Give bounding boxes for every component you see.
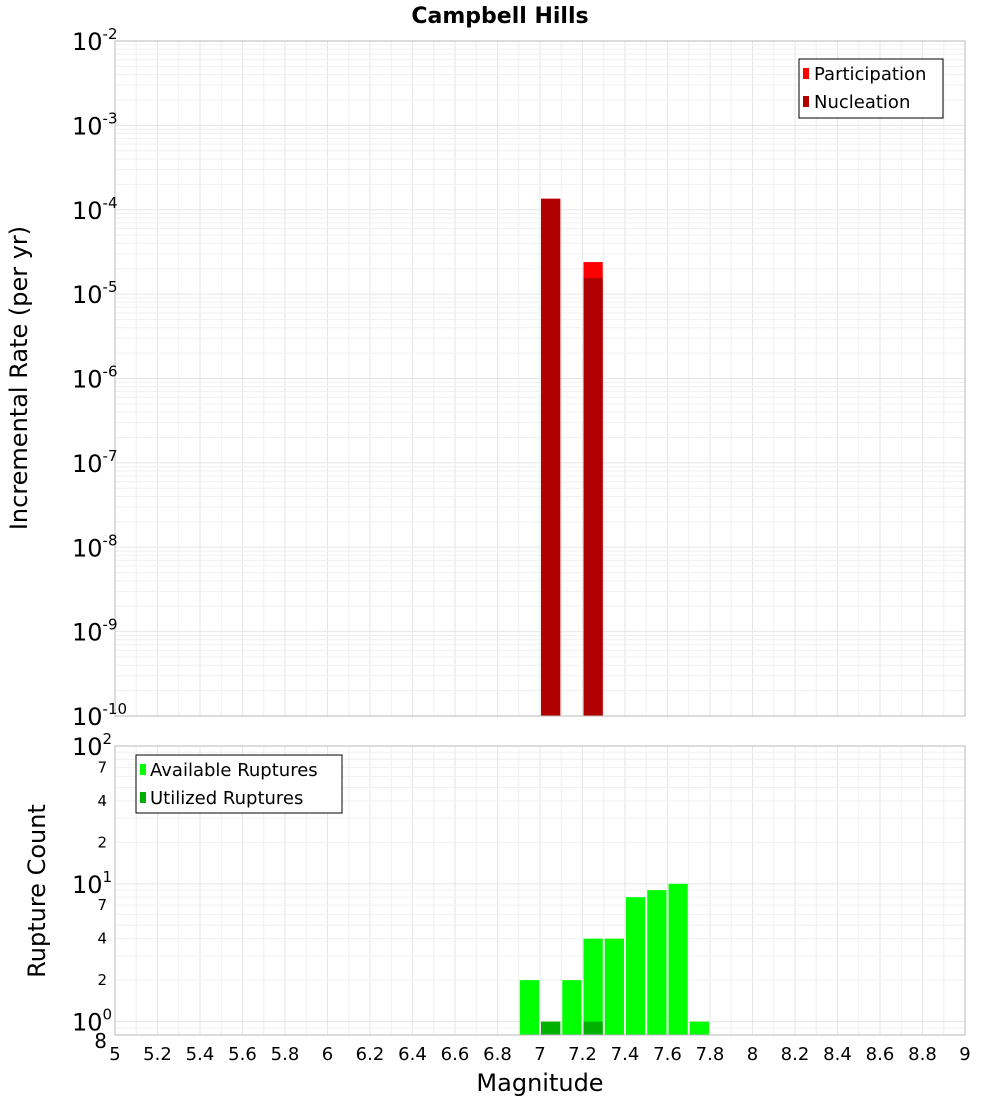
chart-title: Campbell Hills [411,4,588,29]
bottom-plot-frame [114,745,966,1036]
bottom-y-minor-tick-label: 7 [97,896,107,914]
x-tick-label: 8 [747,1044,758,1065]
top-gridlines [114,41,966,717]
x-tick-label: 7.8 [696,1044,725,1065]
x-tick-label: 6.6 [441,1044,470,1065]
x-tick-label: 6 [322,1044,333,1065]
bottom-legend-box [135,754,343,814]
top-y-tick-label: 10-6 [72,363,118,394]
bottom-bar-available-ruptures [583,938,603,1035]
bottom-y-tick-label: 101 [72,868,112,899]
top-y-tick-label: 10-7 [72,447,118,478]
bottom-y-tick-label: 102 [72,730,112,761]
bottom-bar-available-ruptures [562,980,582,1035]
bottom-bar-available-ruptures [689,1021,709,1035]
bottom-y-minor-tick-label: 4 [97,930,107,948]
x-tick-label: 7.6 [653,1044,682,1065]
legend-nucleation-swatch [803,96,809,107]
bottom-y-minor-tick-label: 2 [97,971,107,989]
legend-participation-swatch [803,68,809,79]
bottom-bar-available-ruptures [604,938,624,1035]
top-y-axis-label: Incremental Rate (per yr) [5,226,33,530]
bottom-bar-available-ruptures [668,883,688,1035]
bottom-legend: Available Ruptures Utilized Ruptures [135,754,343,814]
x-tick-label: 7.2 [568,1044,597,1065]
bottom-y-minor-tick-label: 8 [94,1029,107,1053]
top-y-tick-label: 10-10 [72,700,127,731]
x-tick-label: 7.4 [611,1044,640,1065]
bottom-bar-available-ruptures [626,897,646,1035]
top-plot-frame [114,40,966,717]
legend-utilized-ruptures-label: Utilized Ruptures [150,788,303,809]
x-tick-label: 5.6 [228,1044,257,1065]
bottom-bar-available-ruptures [647,890,667,1035]
top-legend-box [798,58,944,119]
x-tick-label: 6.8 [483,1044,512,1065]
x-tick-label: 8.2 [781,1044,810,1065]
top-y-tick-label: 10-5 [72,278,118,309]
bottom-bar-available-ruptures [519,980,539,1035]
x-tick-label: 8.4 [823,1044,852,1065]
x-tick-label: 8.6 [866,1044,895,1065]
top-panel: 10-2 10-3 10-4 10-5 10-6 10-7 10-8 10-9 10-10 In… [5,25,966,731]
top-y-tick-label: 10-3 [72,109,118,140]
bottom-bar-utilized-ruptures [541,1021,561,1035]
x-tick-label: 7 [534,1044,545,1065]
bottom-y-tick-label: 100 [72,1006,112,1037]
top-legend: Participation Nucleation [798,58,944,119]
top-bar-nucleation [541,198,561,717]
x-tick-label: 5 [109,1044,120,1065]
bottom-y-axis-label: Rupture Count [23,804,51,978]
bottom-gridlines [114,745,966,1036]
bottom-bars [519,883,709,1035]
top-y-tick-label: 10-2 [72,25,118,56]
x-tick-label: 6.4 [398,1044,427,1065]
legend-available-ruptures-swatch [140,764,146,775]
top-bar-nucleation [583,278,603,716]
legend-participation-label: Participation [814,64,926,85]
bottom-y-minor-tick-label: 2 [97,833,107,851]
top-y-tick-label: 10-4 [72,194,118,225]
legend-available-ruptures-label: Available Ruptures [150,760,318,781]
x-tick-label: 9 [959,1044,970,1065]
x-tick-labels: 5 5.2 5.4 5.6 5.8 6 6.2 6.4 6.6 6.8 7 7.2 7.4 7.6 7.8 8… [109,1044,970,1065]
top-bars [541,198,603,717]
bottom-y-minor-tick-label: 4 [97,792,107,810]
bottom-bar-utilized-ruptures [583,1021,603,1035]
x-tick-label: 8.8 [908,1044,937,1065]
bottom-panel: 102 101 100 7 4 2 7 4 2 8 Rupture Count Available… [23,730,966,1053]
legend-nucleation-label: Nucleation [814,92,910,113]
top-y-ticks: 10-2 10-3 10-4 10-5 10-6 10-7 10-8 10-9 10-10 [72,25,127,731]
top-y-tick-label: 10-9 [72,616,118,647]
x-tick-label: 5.2 [143,1044,172,1065]
bottom-y-ticks: 102 101 100 7 4 2 7 4 2 8 [72,730,112,1053]
top-y-tick-label: 10-8 [72,531,118,562]
bottom-y-minor-tick-label: 7 [97,758,107,776]
x-tick-label: 5.4 [186,1044,215,1065]
legend-utilized-ruptures-swatch [140,792,146,803]
x-tick-label: 5.8 [271,1044,300,1065]
x-axis-label: Magnitude [476,1069,603,1097]
x-tick-label: 6.2 [356,1044,385,1065]
